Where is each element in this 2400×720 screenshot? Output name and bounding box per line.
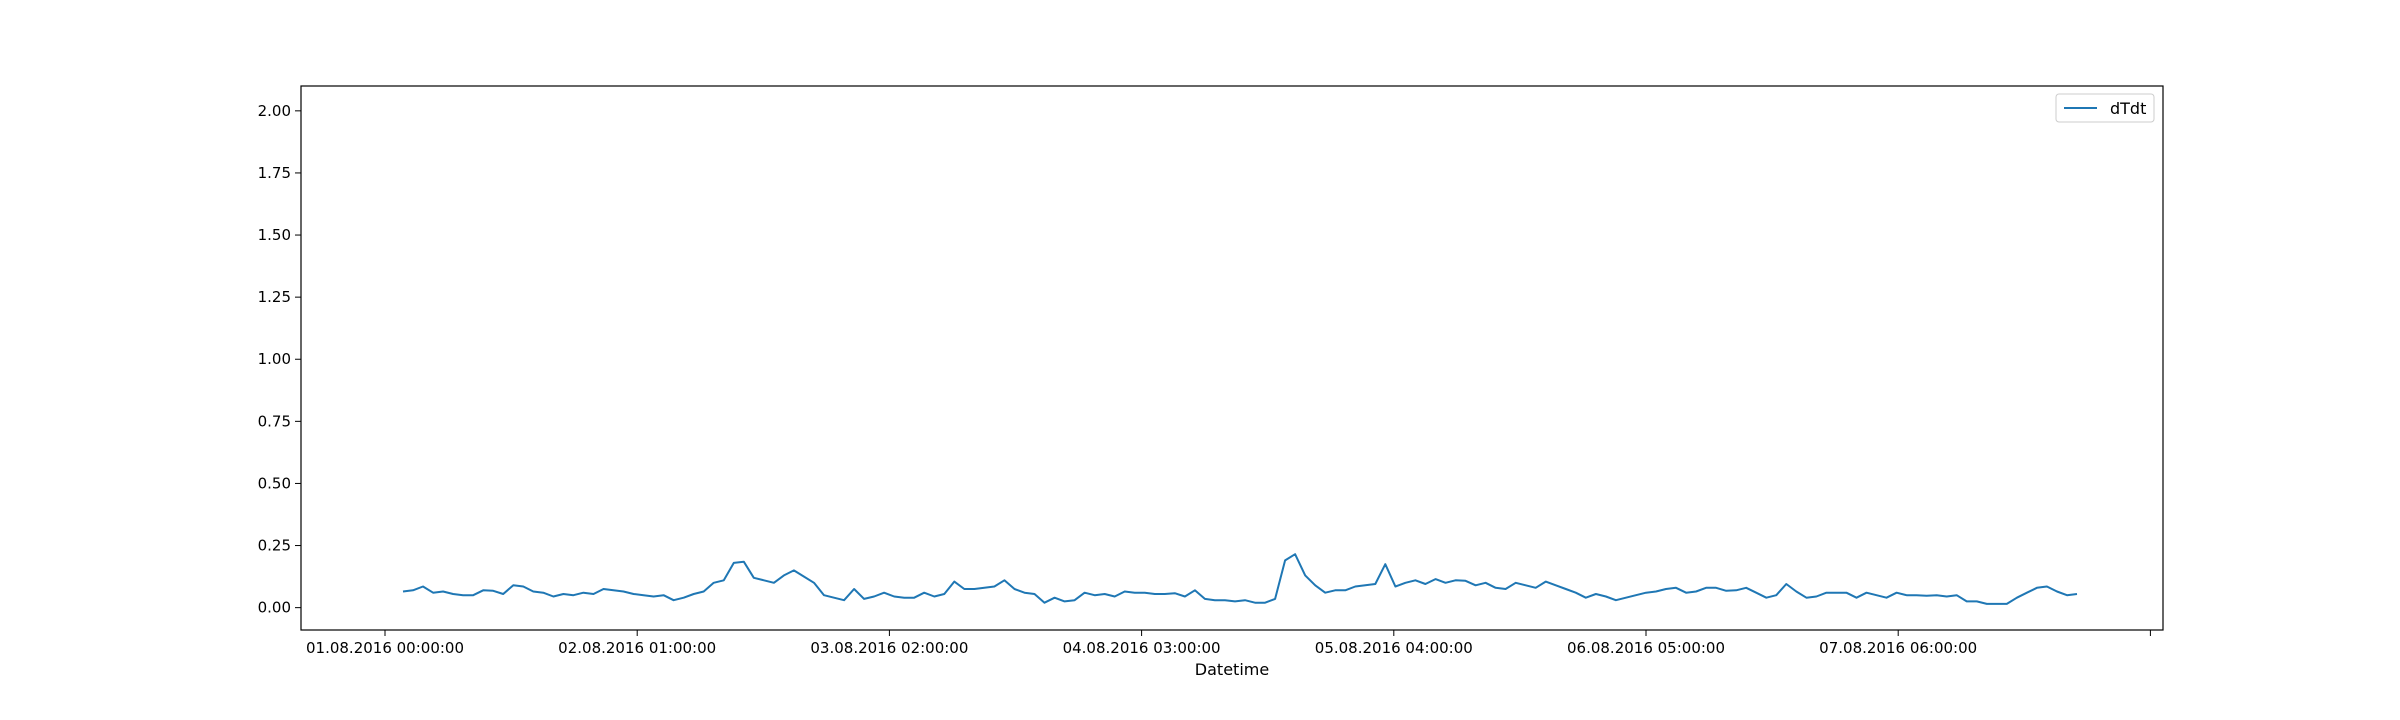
- y-tick-label: 1.25: [258, 288, 291, 306]
- legend-label: dTdt: [2110, 99, 2146, 118]
- series-line-dTdt: [402, 553, 2078, 605]
- x-axis-title: Datetime: [1195, 660, 1269, 679]
- plot-area: [402, 553, 2078, 605]
- axes-frame: [300, 85, 2164, 631]
- x-tick-label: 04.08.2016 03:00:00: [1063, 639, 1221, 657]
- x-tick-label: 05.08.2016 04:00:00: [1315, 639, 1473, 657]
- y-tick-label: 1.50: [258, 226, 291, 244]
- legend: dTdt: [2055, 93, 2155, 123]
- y-tick-label: 2.00: [258, 102, 291, 120]
- y-tick-label: 0.25: [258, 537, 291, 555]
- y-tick-label: 0.50: [258, 474, 291, 492]
- y-tick-label: 1.00: [258, 350, 291, 368]
- y-tick-label: 0.75: [258, 412, 291, 430]
- y-axis: 0.00 0.25 0.50 0.75 1.00 1.25 1.50 1.75 2.00: [258, 102, 301, 617]
- x-tick-label: 02.08.2016 01:00:00: [558, 639, 716, 657]
- x-tick-label: 07.08.2016 06:00:00: [1819, 639, 1977, 657]
- x-tick-label: 03.08.2016 02:00:00: [810, 639, 968, 657]
- y-tick-label: 1.75: [258, 164, 291, 182]
- x-tick-label: 01.08.2016 00:00:00: [306, 639, 464, 657]
- y-tick-label: 0.00: [258, 599, 291, 617]
- x-axis: 01.08.2016 00:00:00 02.08.2016 01:00:00 03…: [306, 630, 2151, 657]
- x-tick-label: 06.08.2016 05:00:00: [1567, 639, 1725, 657]
- legend-box: [2055, 93, 2155, 123]
